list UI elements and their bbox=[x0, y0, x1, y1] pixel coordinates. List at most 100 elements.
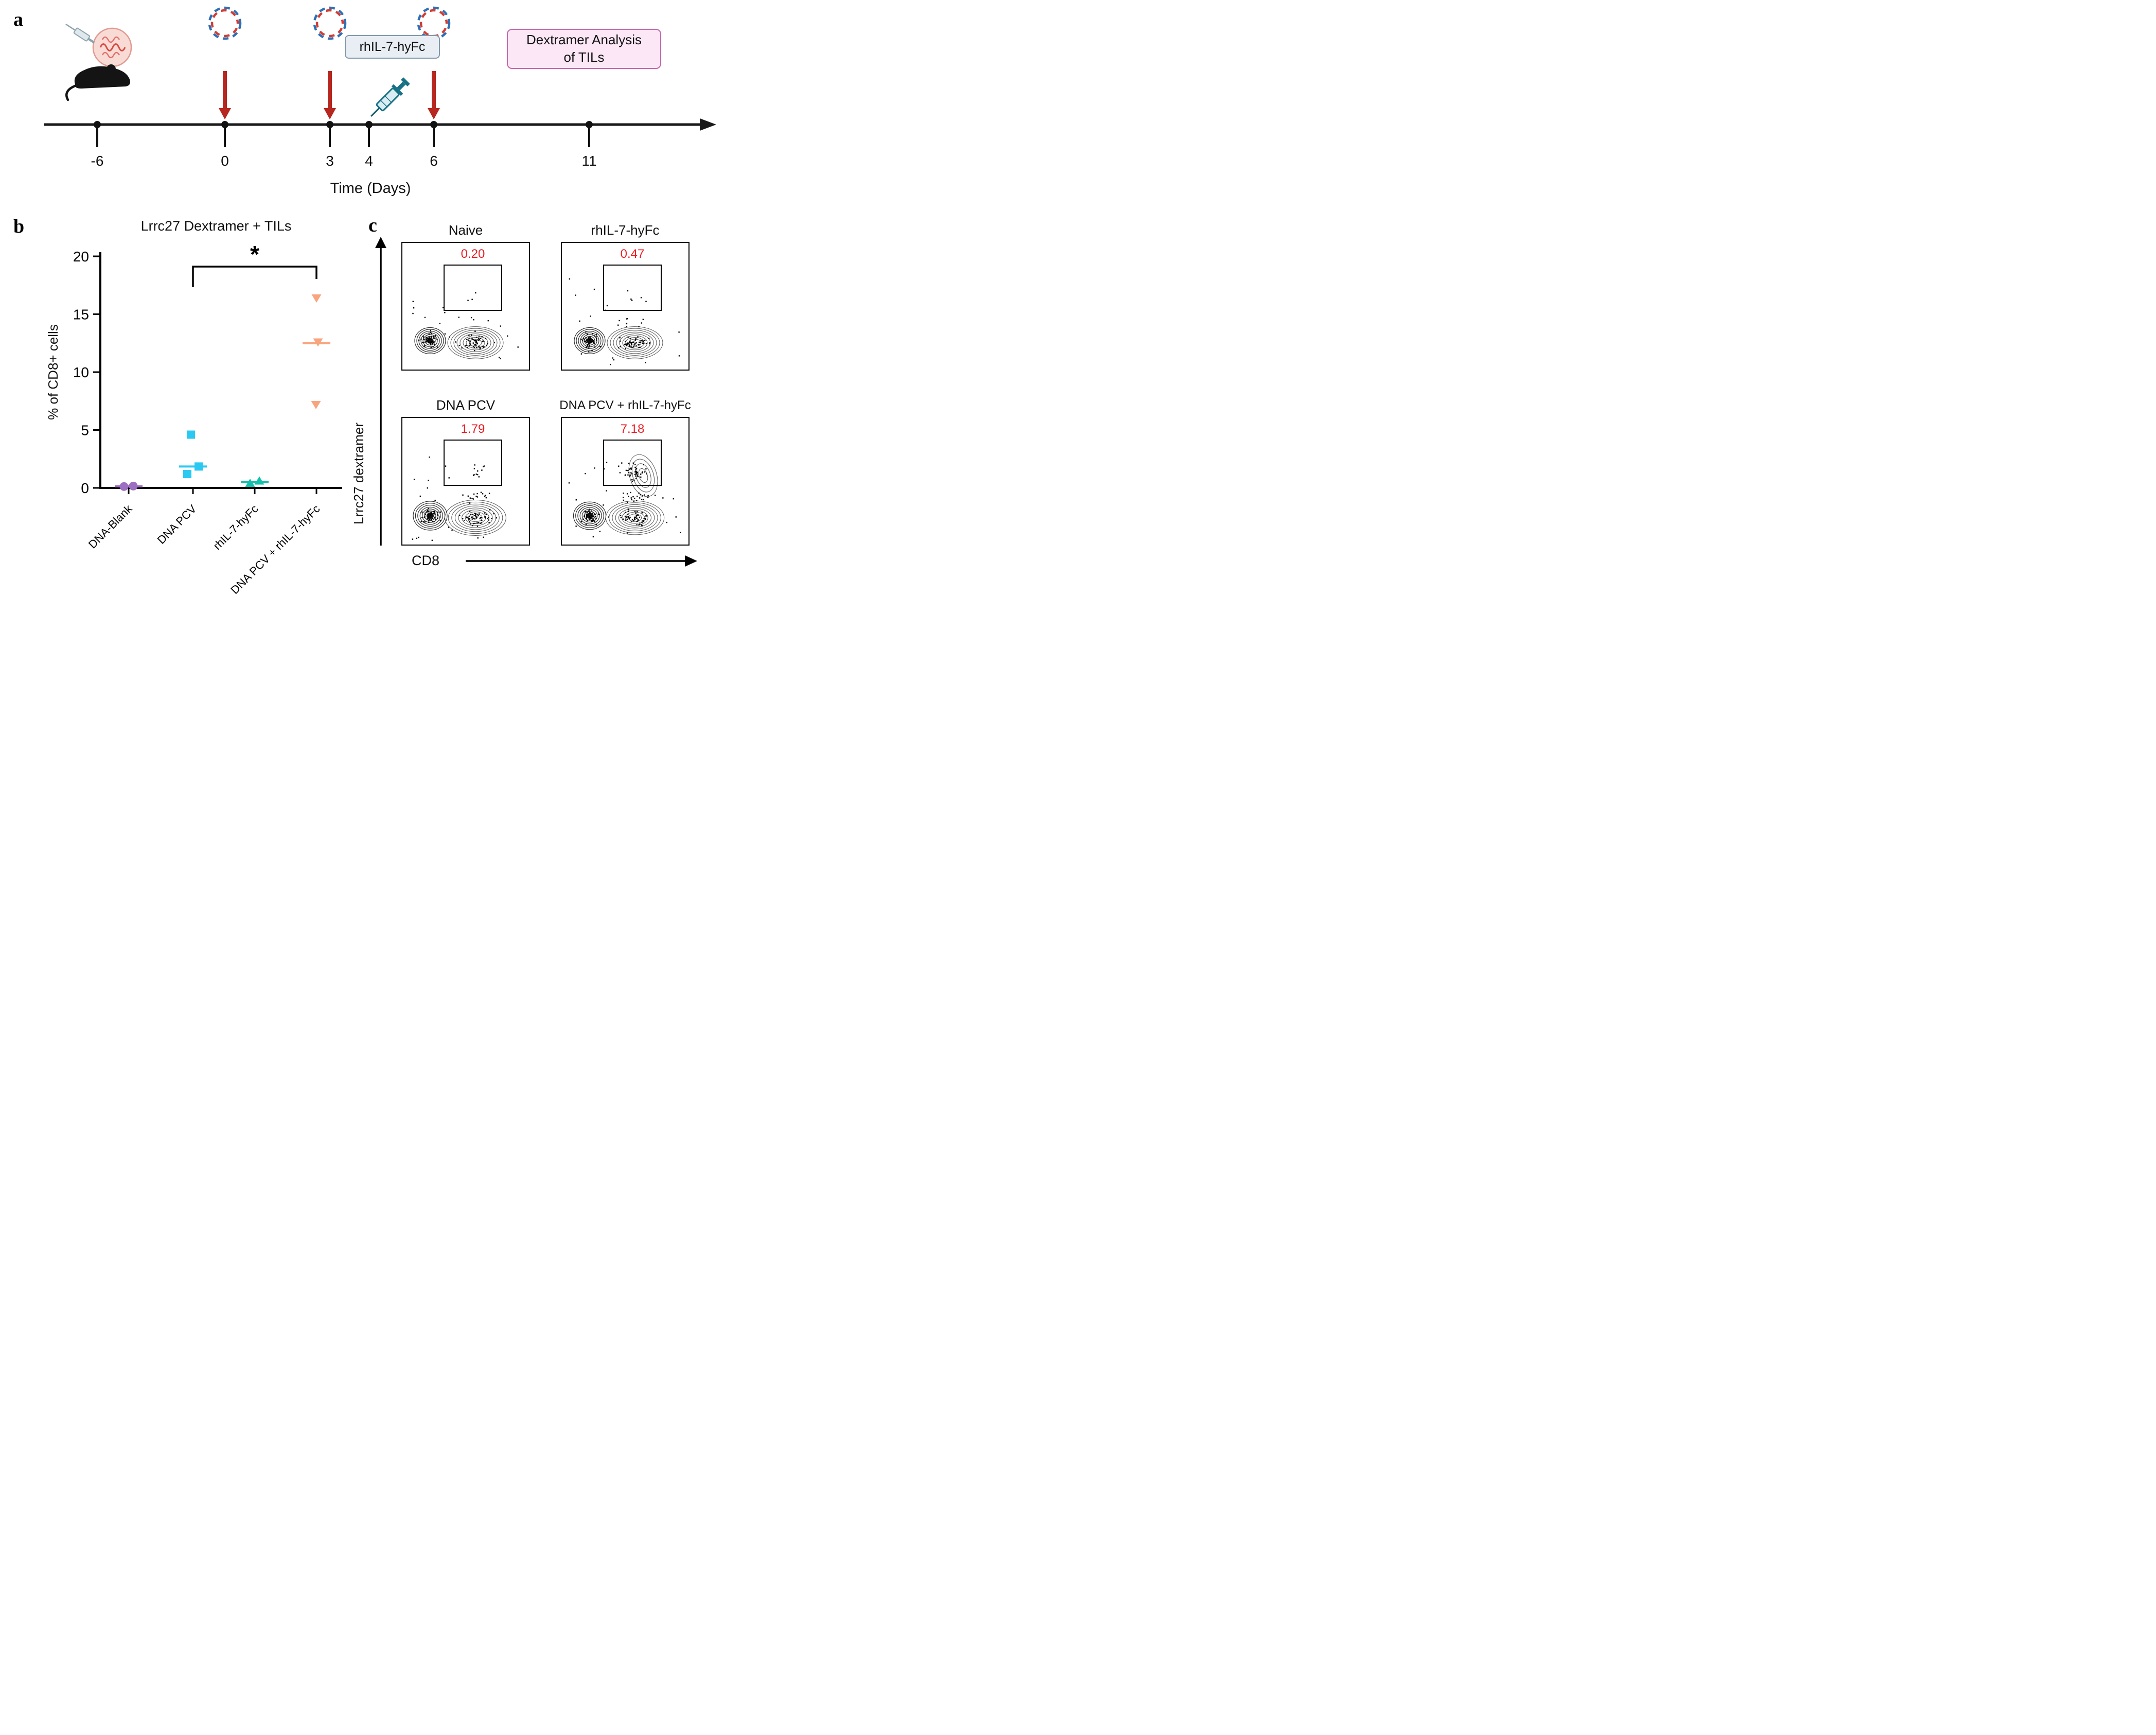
scatter-dot bbox=[641, 495, 643, 497]
scatter-dot bbox=[626, 323, 628, 324]
contour-ring bbox=[622, 335, 648, 350]
scatter-dot bbox=[432, 518, 434, 519]
scatter-dot bbox=[473, 468, 475, 469]
scatter-dot bbox=[426, 339, 428, 341]
scatter-dot bbox=[627, 516, 629, 517]
scatter-dot bbox=[594, 513, 596, 515]
scatter-dot bbox=[637, 520, 639, 522]
scatter-dot bbox=[424, 516, 426, 518]
scatter-dot bbox=[427, 487, 429, 489]
chart-title: Lrrc27 Dextramer + TILs bbox=[140, 218, 292, 234]
scatter-dot bbox=[472, 523, 474, 524]
scatter-dot bbox=[666, 521, 667, 523]
scatter-dot bbox=[428, 516, 430, 518]
scatter-dot bbox=[470, 334, 472, 336]
scatter-dot bbox=[429, 338, 431, 340]
scatter-dot bbox=[476, 347, 478, 348]
scatter-dot bbox=[635, 342, 637, 344]
scatter-dot bbox=[636, 500, 638, 501]
scatter-dot bbox=[431, 336, 432, 338]
scatter-dot bbox=[638, 515, 639, 516]
scatter-dot bbox=[590, 340, 591, 342]
scatter-dot bbox=[475, 516, 478, 518]
scatter-dot bbox=[623, 499, 625, 501]
plasmid-dna-icon bbox=[313, 6, 347, 40]
scatter-dot bbox=[590, 337, 592, 339]
scatter-dot bbox=[634, 511, 636, 513]
scatter-dot bbox=[569, 278, 571, 280]
scatter-dot bbox=[592, 512, 593, 514]
scatter-dot bbox=[475, 342, 477, 344]
scatter-dot bbox=[639, 516, 641, 518]
scatter-dot bbox=[625, 343, 627, 345]
contour-ring bbox=[413, 501, 448, 531]
data-point-marker bbox=[311, 294, 322, 303]
flow-plot-il7: 0.47 bbox=[561, 242, 690, 371]
scatter-dot bbox=[427, 518, 428, 520]
scatter-dot bbox=[596, 338, 597, 339]
scatter-dot bbox=[478, 339, 480, 341]
scatter-dot bbox=[434, 516, 435, 518]
scatter-dot bbox=[589, 512, 590, 514]
scatter-dot bbox=[466, 517, 468, 519]
scatter-dot bbox=[476, 343, 478, 345]
contour-ring bbox=[612, 504, 658, 532]
scatter-dot bbox=[635, 478, 637, 479]
scatter-dot bbox=[472, 498, 474, 500]
dextramer-analysis-line2: of TILs bbox=[563, 49, 605, 65]
scatter-dot bbox=[476, 337, 478, 338]
scatter-dot bbox=[588, 351, 590, 353]
scatter-dot bbox=[597, 513, 599, 515]
scatter-dot bbox=[468, 519, 470, 521]
timeline-tick-label: 0 bbox=[221, 153, 229, 169]
scatter-dot bbox=[428, 521, 430, 523]
scatter-dot bbox=[436, 346, 438, 348]
scatter-dot bbox=[626, 532, 628, 534]
scatter-dot bbox=[575, 499, 577, 501]
contour-ring bbox=[577, 505, 602, 527]
scatter-dot bbox=[468, 345, 470, 346]
scatter-dot bbox=[642, 341, 644, 342]
scatter-dot bbox=[586, 513, 587, 515]
injection-arrow-icon bbox=[428, 71, 440, 119]
scatter-dot bbox=[588, 338, 589, 339]
scatter-dot bbox=[433, 341, 435, 343]
scatter-dot bbox=[641, 524, 643, 526]
panel-b-label: b bbox=[13, 216, 25, 237]
scatter-dot bbox=[642, 520, 643, 522]
scatter-dot bbox=[500, 325, 502, 327]
scatter-dot bbox=[473, 474, 475, 476]
scatter-dot bbox=[644, 340, 646, 341]
scatter-dot bbox=[467, 300, 469, 301]
data-point-marker bbox=[313, 338, 323, 347]
flow-axes-graphic bbox=[375, 237, 697, 567]
scatter-dot bbox=[482, 493, 484, 495]
scatter-dot bbox=[589, 339, 591, 341]
scatter-dot bbox=[675, 516, 677, 518]
scatter-dot bbox=[484, 512, 486, 514]
scatter-dot bbox=[465, 345, 467, 347]
scatter-dot bbox=[581, 339, 584, 341]
scatter-dot bbox=[627, 511, 629, 513]
scatter-dot bbox=[634, 464, 636, 465]
scatter-dot bbox=[620, 346, 621, 347]
scatter-dot bbox=[430, 331, 432, 333]
scatter-dot bbox=[628, 343, 630, 345]
scatter-dot bbox=[580, 353, 582, 355]
scatter-dot bbox=[649, 342, 651, 343]
scatter-dot bbox=[412, 301, 414, 303]
scatter-dot bbox=[633, 500, 634, 502]
scatter-dot bbox=[448, 477, 450, 479]
scatter-dot bbox=[637, 496, 638, 497]
scatter-dot bbox=[637, 511, 638, 513]
scatter-dot bbox=[593, 513, 595, 515]
scatter-dot bbox=[474, 518, 476, 520]
scatter-dot bbox=[630, 338, 631, 340]
scatter-dot bbox=[428, 339, 430, 340]
scatter-dot bbox=[481, 336, 483, 338]
scatter-dot bbox=[594, 467, 595, 469]
y-tick-label: 20 bbox=[73, 249, 89, 265]
scatter-dot bbox=[430, 514, 431, 515]
scatter-dot bbox=[654, 495, 656, 496]
scatter-dot bbox=[619, 337, 621, 339]
